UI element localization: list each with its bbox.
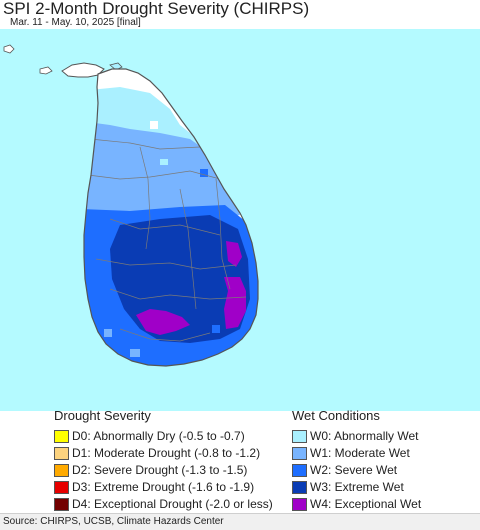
drought-legend: Drought Severity D0: Abnormally Dry (-0.… bbox=[54, 409, 273, 513]
legend-item-d3: D3: Extreme Drought (-1.6 to -1.9) bbox=[54, 479, 273, 496]
legend-swatch-d1 bbox=[54, 447, 69, 460]
legend-label-d2: D2: Severe Drought (-1.3 to -1.5) bbox=[72, 463, 248, 477]
legend-swatch-d2 bbox=[54, 464, 69, 477]
map-title: SPI 2-Month Drought Severity (CHIRPS) bbox=[3, 0, 310, 18]
legend-label-w0: W0: Abnormally Wet bbox=[310, 429, 419, 443]
legend-item-d0: D0: Abnormally Dry (-0.5 to -0.7) bbox=[54, 428, 273, 445]
region-w3 bbox=[110, 215, 250, 343]
legend-swatch-d4 bbox=[54, 498, 69, 511]
legend-label-d1: D1: Moderate Drought (-0.8 to -1.2) bbox=[72, 446, 261, 460]
legend-label-d0: D0: Abnormally Dry (-0.5 to -0.7) bbox=[72, 429, 245, 443]
island-outline bbox=[83, 68, 259, 367]
legend-item-d4: D4: Exceptional Drought (-2.0 or less) bbox=[54, 496, 273, 513]
legend-swatch-w0 bbox=[292, 430, 307, 443]
legend-item-d2: D2: Severe Drought (-1.3 to -1.5) bbox=[54, 462, 273, 479]
legend-item-w2: W2: Severe Wet bbox=[292, 462, 421, 479]
region-w4-south bbox=[136, 309, 190, 335]
legend-item-d1: D1: Moderate Drought (-0.8 to -1.2) bbox=[54, 445, 273, 462]
sri-lanka-map-svg bbox=[3, 44, 259, 367]
legend-label-w2: W2: Severe Wet bbox=[310, 463, 398, 477]
legend-swatch-w4 bbox=[292, 498, 307, 511]
legend-item-w3: W3: Extreme Wet bbox=[292, 479, 421, 496]
region-w4-east bbox=[226, 241, 242, 267]
legend-swatch-w3 bbox=[292, 481, 307, 494]
drought-legend-title: Drought Severity bbox=[54, 408, 151, 423]
source-credit: Source: CHIRPS, UCSB, Climate Hazards Ce… bbox=[3, 516, 224, 527]
island-land bbox=[84, 69, 258, 366]
legend-swatch-d0 bbox=[54, 430, 69, 443]
legend-label-w1: W1: Moderate Wet bbox=[310, 446, 410, 460]
legend-swatch-d3 bbox=[54, 481, 69, 494]
legend-item-w0: W0: Abnormally Wet bbox=[292, 428, 421, 445]
legend-swatch-w1 bbox=[292, 447, 307, 460]
region-w4-southeast bbox=[224, 277, 246, 329]
legend-label-d4: D4: Exceptional Drought (-2.0 or less) bbox=[72, 497, 273, 511]
jaffna-peninsula bbox=[3, 44, 123, 78]
legend-label-d3: D3: Extreme Drought (-1.6 to -1.9) bbox=[72, 480, 255, 494]
legend-swatch-w2 bbox=[292, 464, 307, 477]
legend-label-w4: W4: Exceptional Wet bbox=[310, 497, 422, 511]
map-subtitle: Mar. 11 - May. 10, 2025 [final] bbox=[10, 17, 141, 28]
legend-item-w1: W1: Moderate Wet bbox=[292, 445, 421, 462]
footer: Source: CHIRPS, UCSB, Climate Hazards Ce… bbox=[0, 513, 480, 530]
legend-item-w4: W4: Exceptional Wet bbox=[292, 496, 421, 513]
wet-legend: Wet Conditions W0: Abnormally Wet W1: Mod… bbox=[292, 409, 421, 513]
drought-map bbox=[0, 29, 480, 411]
wet-legend-title: Wet Conditions bbox=[292, 408, 380, 423]
legend-label-w3: W3: Extreme Wet bbox=[310, 480, 404, 494]
